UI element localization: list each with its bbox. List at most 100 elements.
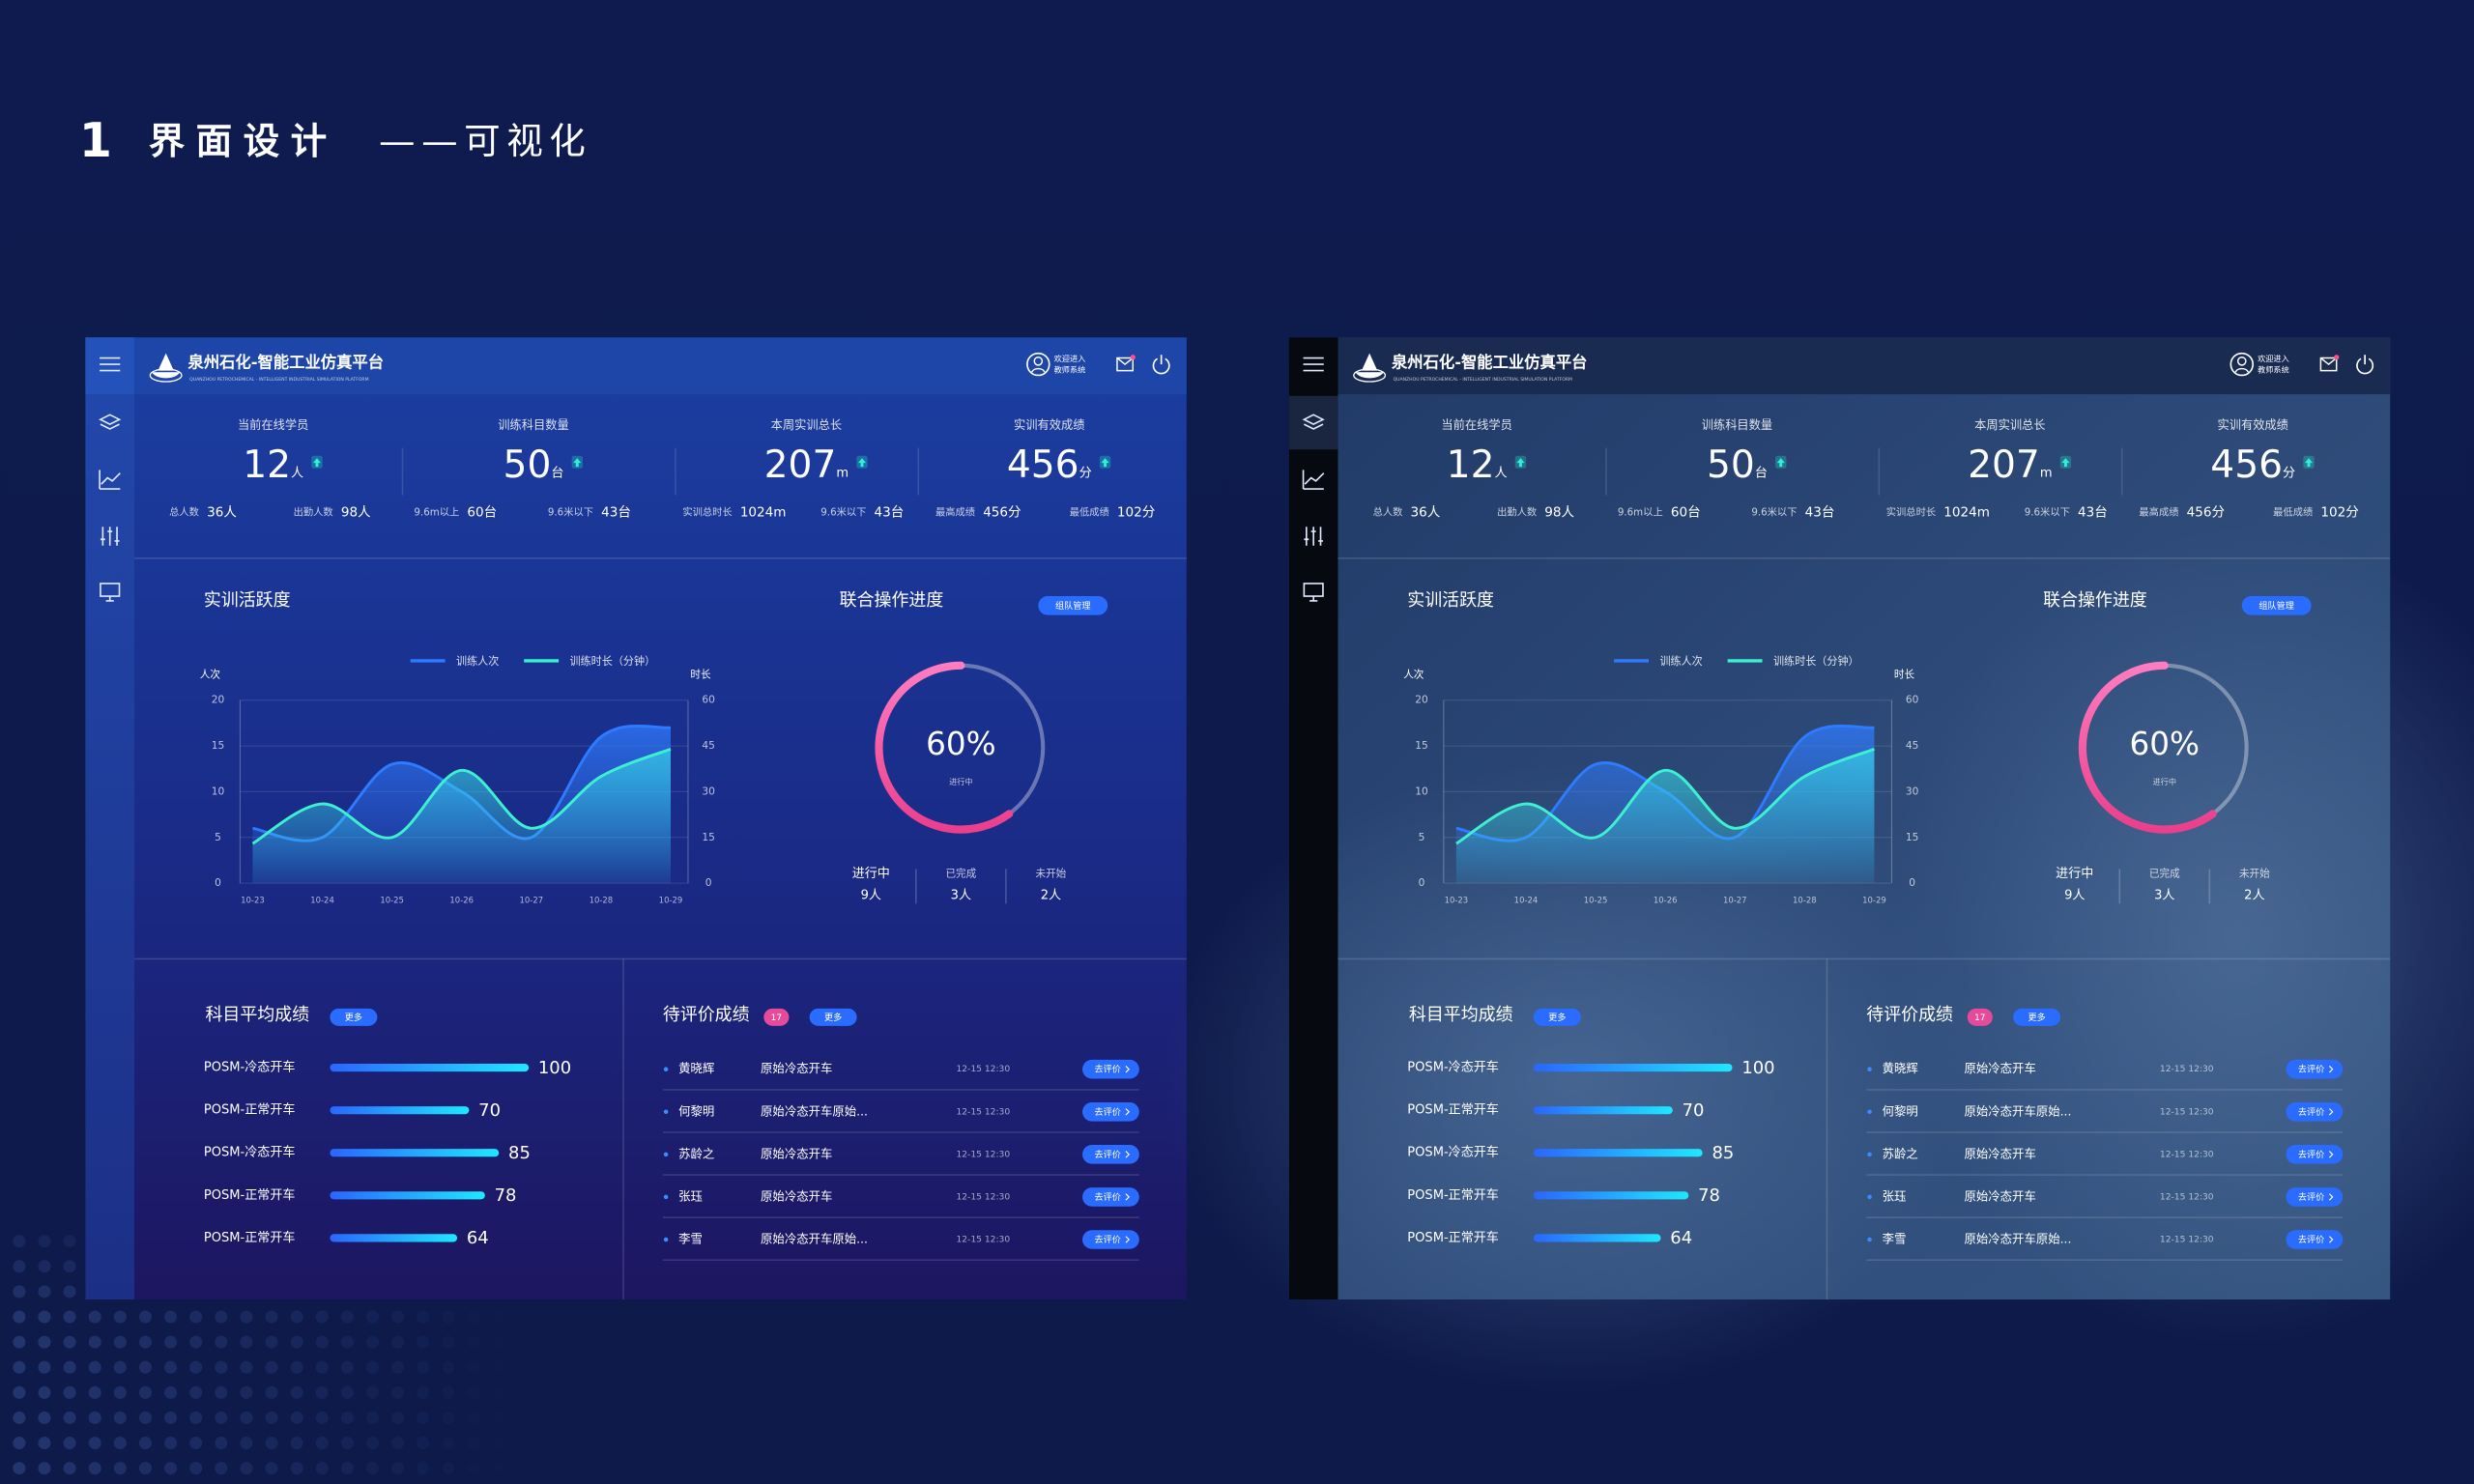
dot	[265, 1411, 278, 1424]
evaluate-button[interactable]: 去评价	[1094, 1191, 1120, 1203]
stat-number: 50	[1707, 443, 1755, 487]
row-name: 苏龄之	[1883, 1146, 1918, 1160]
trend-up	[1516, 458, 1525, 468]
stat-label: 训练科目数量	[1702, 417, 1772, 432]
stat-value: 12人	[1447, 443, 1508, 487]
evaluate-button-bg[interactable]	[1082, 1101, 1139, 1122]
y2-axis-label: 时长	[690, 669, 711, 681]
welcome-line: 教师系统	[2258, 364, 2289, 374]
bar-label: POSM-正常开车	[1407, 1230, 1499, 1245]
mail-icon[interactable]	[2319, 357, 2338, 372]
section-subtitle: ——可视化	[379, 120, 591, 162]
y2-tick-label: 60	[702, 695, 715, 706]
row-bullet	[663, 1152, 669, 1157]
evaluate-button[interactable]: 去评价	[1094, 1234, 1120, 1245]
section-title: 界面设计	[149, 120, 338, 162]
dot	[467, 1385, 480, 1399]
evaluate-button[interactable]: 去评价	[2298, 1064, 2324, 1075]
evaluate-button[interactable]: 去评价	[2298, 1234, 2324, 1245]
dot	[13, 1335, 26, 1349]
stat-detail-value: 102分	[2320, 504, 2358, 520]
stat-label: 本周实训总长	[771, 417, 842, 432]
dot	[315, 1335, 329, 1349]
evaluate-button-bg[interactable]	[1082, 1145, 1139, 1164]
x-tick-label: 10-26	[1654, 896, 1678, 905]
dot	[265, 1385, 278, 1399]
progress-label: 进行中	[2056, 867, 2093, 881]
more-button: 更多	[824, 1012, 842, 1023]
more-button-bg	[330, 1008, 378, 1026]
dot	[492, 1462, 505, 1475]
row-course: 原始冷态开车	[1964, 1188, 2035, 1203]
dot	[240, 1335, 253, 1349]
row-name: 李雪	[1883, 1231, 1907, 1245]
stat-detail-label: 最高成绩	[935, 505, 975, 518]
row-bullet	[1867, 1152, 1872, 1157]
x-tick-label: 10-24	[1514, 896, 1539, 905]
stat-detail-value: 102分	[1117, 504, 1155, 520]
dot	[138, 1385, 152, 1399]
evaluate-button-bg[interactable]	[2286, 1187, 2344, 1207]
x-tick-label: 10-27	[1723, 896, 1747, 905]
dot	[265, 1462, 278, 1475]
evaluate-button[interactable]: 去评价	[2298, 1191, 2324, 1203]
evaluate-chevron	[1125, 1151, 1130, 1158]
evaluate-button[interactable]: 去评价	[2298, 1106, 2324, 1118]
bar	[1533, 1106, 1673, 1115]
evaluate-button[interactable]: 去评价	[1094, 1064, 1120, 1075]
bar-label: POSM-正常开车	[204, 1230, 296, 1245]
y-tick-label: 10	[1415, 785, 1428, 797]
dot	[13, 1411, 26, 1424]
row-course: 原始冷态开车	[1964, 1061, 2035, 1075]
evaluate-button-bg[interactable]	[1082, 1230, 1139, 1249]
stat-detail-value: 456分	[983, 504, 1021, 520]
evaluate-button-bg[interactable]	[1082, 1059, 1139, 1079]
dot	[13, 1437, 26, 1450]
evaluate-button-bg[interactable]	[2286, 1145, 2344, 1164]
legend-label: 训练时长（分钟）	[1773, 654, 1859, 668]
dot	[492, 1360, 505, 1374]
dot	[315, 1411, 329, 1424]
evaluate-button-bg[interactable]	[2286, 1101, 2344, 1122]
stat-detail-label: 实训总时长	[1886, 505, 1936, 518]
evaluate-chevron	[2328, 1066, 2334, 1073]
dot	[63, 1360, 76, 1374]
evaluate-button-bg[interactable]	[1082, 1187, 1139, 1207]
dot	[365, 1335, 380, 1349]
trend-up	[1776, 458, 1785, 468]
evaluate-button[interactable]: 去评价	[2298, 1149, 2324, 1160]
dot	[63, 1385, 76, 1399]
dot	[164, 1310, 178, 1324]
donut-value: 60%	[2130, 726, 2201, 762]
y2-axis-label: 时长	[1894, 669, 1915, 681]
dot	[340, 1437, 354, 1450]
dot	[189, 1437, 203, 1450]
series-area	[1455, 749, 1875, 884]
dot	[492, 1335, 505, 1349]
dot	[240, 1462, 253, 1475]
count-badge-bg	[1967, 1008, 1993, 1026]
dot	[417, 1462, 430, 1475]
dot	[113, 1462, 127, 1475]
progress-value: 2人	[2244, 889, 2264, 903]
dot	[63, 1260, 76, 1273]
dot	[38, 1437, 51, 1450]
legend-label: 训练人次	[456, 654, 499, 668]
dot	[492, 1411, 505, 1424]
dot	[290, 1462, 303, 1475]
dot	[38, 1260, 51, 1273]
dot	[442, 1385, 455, 1399]
power-icon[interactable]	[2356, 355, 2374, 375]
stat-detail-label: 9.6米以下	[548, 505, 593, 518]
header-bar	[85, 337, 1187, 395]
y2-tick-label: 0	[705, 877, 712, 889]
evaluate-button[interactable]: 去评价	[1094, 1149, 1120, 1160]
mail-icon[interactable]	[1116, 357, 1135, 372]
evaluate-button[interactable]: 去评价	[1094, 1106, 1120, 1118]
evaluate-button-bg[interactable]	[2286, 1230, 2344, 1249]
power-icon[interactable]	[1152, 355, 1170, 375]
dot	[442, 1310, 455, 1324]
progress-value: 2人	[1041, 889, 1061, 903]
dot	[340, 1360, 354, 1374]
evaluate-button-bg[interactable]	[2286, 1059, 2344, 1079]
